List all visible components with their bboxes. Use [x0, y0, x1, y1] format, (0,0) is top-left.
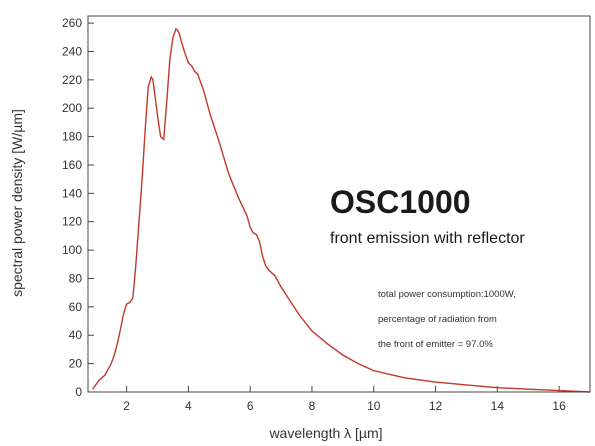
x-axis: 2 4 6 8 10 12 14 16	[123, 386, 566, 413]
chart-subtitle: front emission with reflector	[330, 230, 525, 247]
y-tick-label: 60	[69, 300, 83, 314]
y-tick-label: 40	[69, 328, 83, 342]
y-tick-label: 240	[62, 44, 82, 58]
y-axis-title: spectral power density [W/µm]	[9, 109, 25, 297]
y-tick-label: 0	[75, 385, 82, 399]
spectral-power-curve	[92, 27, 591, 393]
y-tick-label: 140	[62, 186, 82, 200]
y-axis: 0 20 40 60 80 100 120 140 160 180 200 220 240 260	[62, 16, 94, 399]
y-tick-label: 160	[62, 158, 82, 172]
x-tick-label: 14	[491, 399, 505, 413]
x-tick-label: 8	[309, 399, 316, 413]
y-tick-label: 220	[62, 73, 82, 87]
x-tick-label: 10	[367, 399, 381, 413]
y-tick-label: 80	[69, 271, 83, 285]
y-tick-label: 260	[62, 16, 82, 30]
y-tick-label: 100	[62, 243, 82, 257]
x-tick-label: 2	[123, 399, 130, 413]
annotation-line-3: the front of emitter = 97.0%	[378, 339, 493, 350]
y-tick-label: 180	[62, 130, 82, 144]
x-axis-title: wavelength λ [µm]	[268, 425, 382, 441]
x-tick-label: 16	[552, 399, 566, 413]
y-tick-label: 120	[62, 215, 82, 229]
x-tick-label: 6	[247, 399, 254, 413]
y-tick-label: 200	[62, 101, 82, 115]
annotation-line-1: total power consumption:1000W,	[378, 289, 516, 300]
annotation-line-2: percentage of radiation from	[378, 314, 497, 325]
y-tick-label: 20	[69, 357, 83, 371]
plot-frame	[87, 15, 591, 393]
x-tick-label: 12	[429, 399, 443, 413]
chart-title: OSC1000	[330, 184, 471, 220]
x-tick-label: 4	[185, 399, 192, 413]
